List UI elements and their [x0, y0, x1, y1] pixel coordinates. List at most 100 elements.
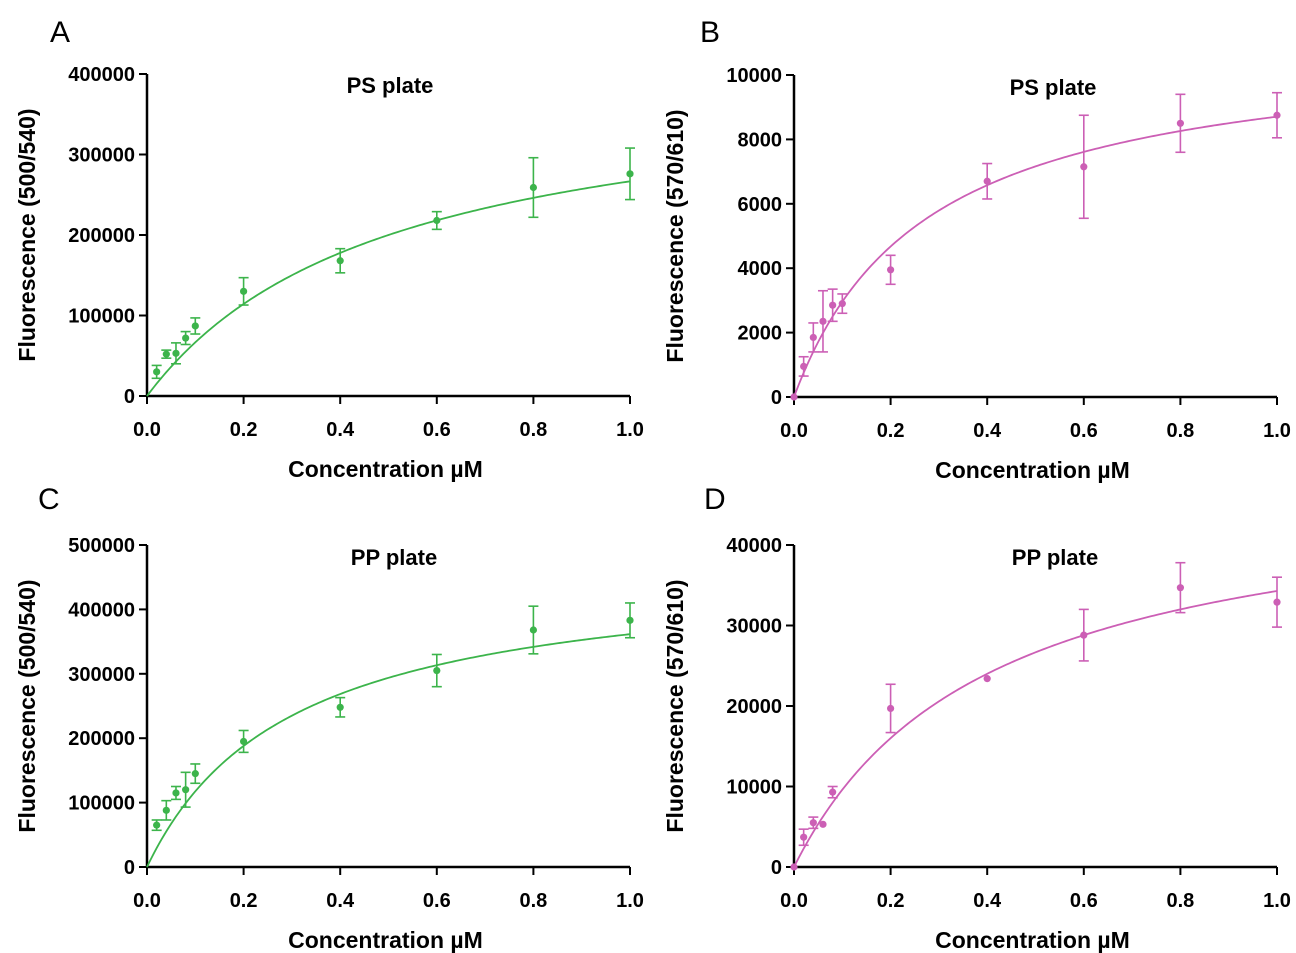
y-axis-title: Fluorescence (570/610) — [662, 109, 688, 362]
data-point — [336, 703, 344, 711]
data-point — [819, 820, 827, 828]
y-axis-title: Fluorescence (500/540) — [14, 108, 40, 361]
data-point — [336, 257, 344, 265]
chart-title: PP plate — [351, 545, 437, 570]
data-point — [1273, 598, 1281, 606]
data-point — [153, 368, 161, 376]
panel-b: B PS plate 0.0 0.2 0.4 0.6 0.8 1.0 0 2000 4000 6000… — [662, 16, 1291, 483]
data-point — [1176, 584, 1184, 592]
data-point — [1273, 111, 1281, 119]
x-tick-label: 0.0 — [133, 890, 161, 912]
y-tick-label: 40000 — [726, 535, 782, 557]
x-tick-label: 0.8 — [519, 419, 547, 441]
x-tick-label: 1.0 — [1263, 890, 1291, 912]
y-tick-label: 300000 — [68, 145, 135, 167]
x-tick-label: 0.0 — [780, 890, 808, 912]
data-point — [838, 300, 846, 308]
data-point — [626, 616, 634, 624]
y-tick-label: 8000 — [738, 129, 783, 151]
data-point — [800, 833, 808, 841]
data-point — [626, 170, 634, 178]
y-tick-label: 100000 — [68, 793, 135, 815]
data-point — [191, 770, 199, 778]
y-tick-label: 10000 — [726, 777, 782, 799]
data-point — [1080, 631, 1088, 639]
data-point — [829, 301, 837, 309]
y-tick-label: 300000 — [68, 664, 135, 686]
x-axis-title: Concentration µM — [288, 927, 483, 953]
x-axis-title: Concentration µM — [935, 927, 1130, 953]
panel-letter: D — [704, 483, 726, 516]
x-tick-label: 0.2 — [877, 890, 905, 912]
y-tick-label: 0 — [124, 857, 135, 879]
data-point — [240, 737, 248, 746]
x-axis-title: Concentration µM — [288, 456, 483, 482]
y-tick-label: 100000 — [68, 306, 135, 328]
data-point — [172, 349, 180, 357]
data-point — [887, 704, 895, 713]
x-tick-label: 1.0 — [1263, 420, 1291, 442]
fit-curve — [793, 590, 1278, 868]
chart-title: PS plate — [1010, 75, 1097, 100]
y-tick-label: 200000 — [68, 225, 135, 247]
fit-curve — [146, 180, 631, 397]
y-axis-title: Fluorescence (570/610) — [662, 579, 688, 832]
data-point — [172, 789, 180, 797]
chart-title: PP plate — [1012, 545, 1098, 570]
data-point — [162, 806, 170, 814]
fit-curve — [793, 115, 1278, 398]
x-tick-label: 0.4 — [326, 890, 355, 912]
panel-letter: A — [50, 16, 70, 49]
x-tick-label: 0.8 — [519, 890, 547, 912]
data-point — [182, 786, 190, 794]
panel-letter: B — [700, 16, 720, 49]
x-axis-title: Concentration µM — [935, 457, 1130, 483]
data-point — [433, 216, 441, 225]
x-tick-label: 0.2 — [877, 420, 905, 442]
chart-title: PS plate — [347, 73, 434, 98]
y-tick-label: 20000 — [726, 696, 782, 718]
data-point — [240, 287, 248, 295]
y-tick-label: 0 — [771, 387, 782, 409]
x-tick-label: 0.0 — [133, 419, 161, 441]
y-tick-label: 30000 — [726, 616, 782, 638]
y-tick-label: 10000 — [726, 65, 782, 87]
data-point — [790, 393, 798, 401]
x-tick-label: 0.6 — [1070, 890, 1098, 912]
x-tick-label: 0.0 — [780, 420, 808, 442]
data-point — [1176, 119, 1184, 127]
data-point — [819, 317, 827, 325]
y-tick-label: 400000 — [68, 599, 135, 621]
data-point — [983, 177, 991, 185]
data-point — [887, 266, 895, 274]
data-point — [529, 183, 538, 192]
x-tick-label: 0.2 — [230, 890, 258, 912]
x-tick-label: 0.4 — [973, 890, 1002, 912]
x-tick-label: 0.6 — [423, 890, 451, 912]
panel-c: C PP plate 0.0 0.2 0.4 0.6 0.8 1.0 0 100000 200000… — [14, 483, 644, 953]
fit-curve — [146, 633, 631, 868]
x-tick-label: 0.4 — [973, 420, 1002, 442]
x-tick-label: 0.4 — [326, 419, 355, 441]
data-point — [790, 863, 798, 871]
panel-d: D PP plate 0.0 0.2 0.4 0.6 0.8 1.0 0 10000 20000 30… — [662, 483, 1291, 953]
data-point — [809, 333, 817, 342]
y-tick-label: 400000 — [68, 64, 135, 86]
y-tick-label: 2000 — [738, 323, 783, 345]
data-point — [809, 819, 817, 827]
data-point — [433, 666, 441, 675]
x-tick-label: 0.8 — [1166, 420, 1194, 442]
data-point — [1080, 163, 1088, 171]
x-tick-label: 0.6 — [1070, 420, 1098, 442]
y-tick-label: 6000 — [738, 194, 783, 216]
data-point — [191, 322, 199, 330]
data-point — [162, 350, 170, 358]
data-point — [800, 362, 808, 371]
data-point — [182, 334, 190, 342]
x-tick-label: 1.0 — [616, 419, 644, 441]
panel-a: A PS plate 0.0 0.2 0.4 0.6 0.8 1.0 0 100000 200000… — [14, 16, 644, 482]
data-point — [829, 788, 837, 796]
x-tick-label: 1.0 — [616, 890, 644, 912]
data-point — [529, 626, 538, 634]
x-tick-label: 0.2 — [230, 419, 258, 441]
